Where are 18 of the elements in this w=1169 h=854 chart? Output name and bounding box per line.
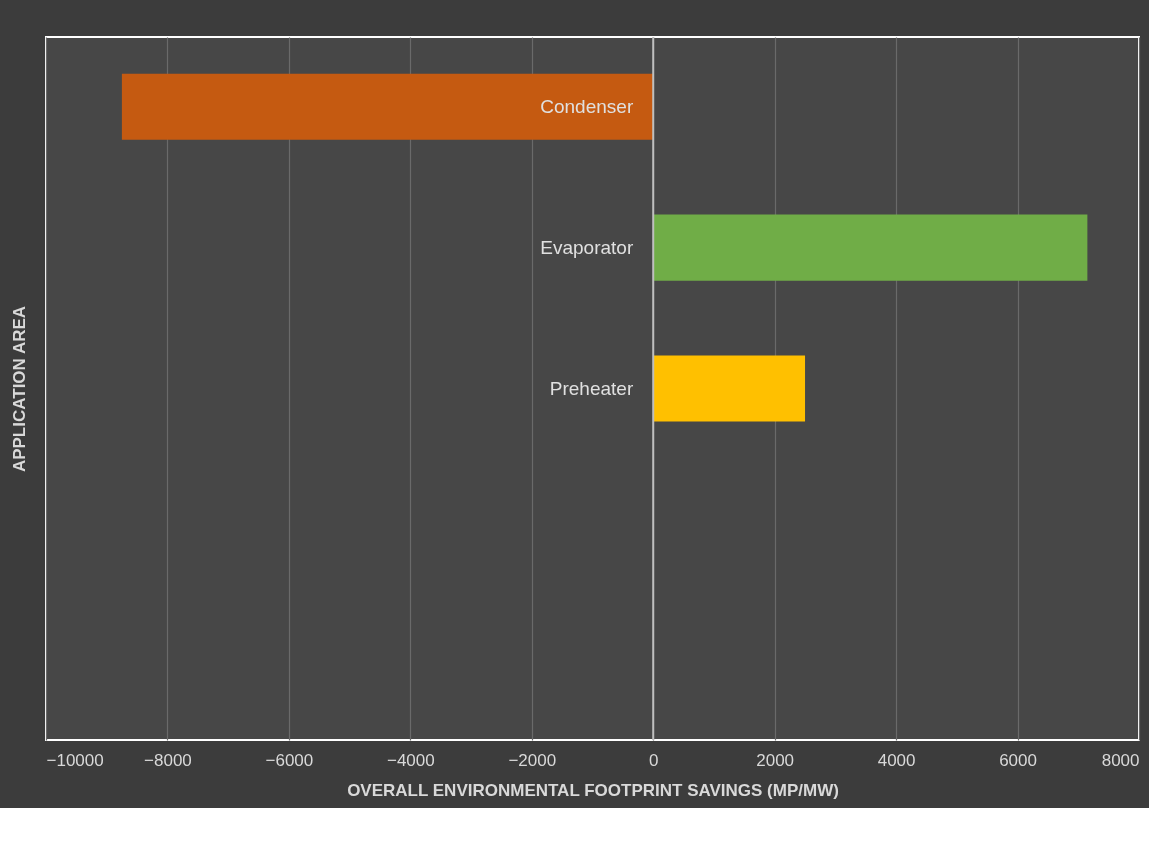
x-tick-label: 4000 bbox=[877, 750, 916, 770]
bar bbox=[653, 355, 806, 422]
bar bbox=[653, 214, 1088, 281]
x-tick-label: 6000 bbox=[999, 750, 1037, 770]
x-axis-title: OVERALL ENVIRONMENTAL FOOTPRINT SAVINGS (MP/MW) bbox=[347, 780, 839, 800]
x-tick-label: 8000 bbox=[1101, 750, 1140, 770]
y-tick-label: Condenser bbox=[540, 95, 634, 117]
x-tick-label: −2000 bbox=[508, 750, 557, 770]
x-tick-label: −4000 bbox=[386, 750, 435, 770]
x-tick-label: −10000 bbox=[46, 750, 104, 770]
x-tick-label: −8000 bbox=[144, 750, 192, 770]
y-tick-label: Preheater bbox=[549, 377, 634, 399]
y-tick-label: Evaporator bbox=[540, 236, 634, 258]
x-tick-label: −6000 bbox=[265, 750, 314, 770]
x-tick-label: 2000 bbox=[756, 750, 795, 770]
y-axis-title: APPLICATION AREA bbox=[9, 305, 29, 473]
bar bbox=[121, 73, 654, 140]
x-tick-label: 0 bbox=[648, 750, 659, 770]
